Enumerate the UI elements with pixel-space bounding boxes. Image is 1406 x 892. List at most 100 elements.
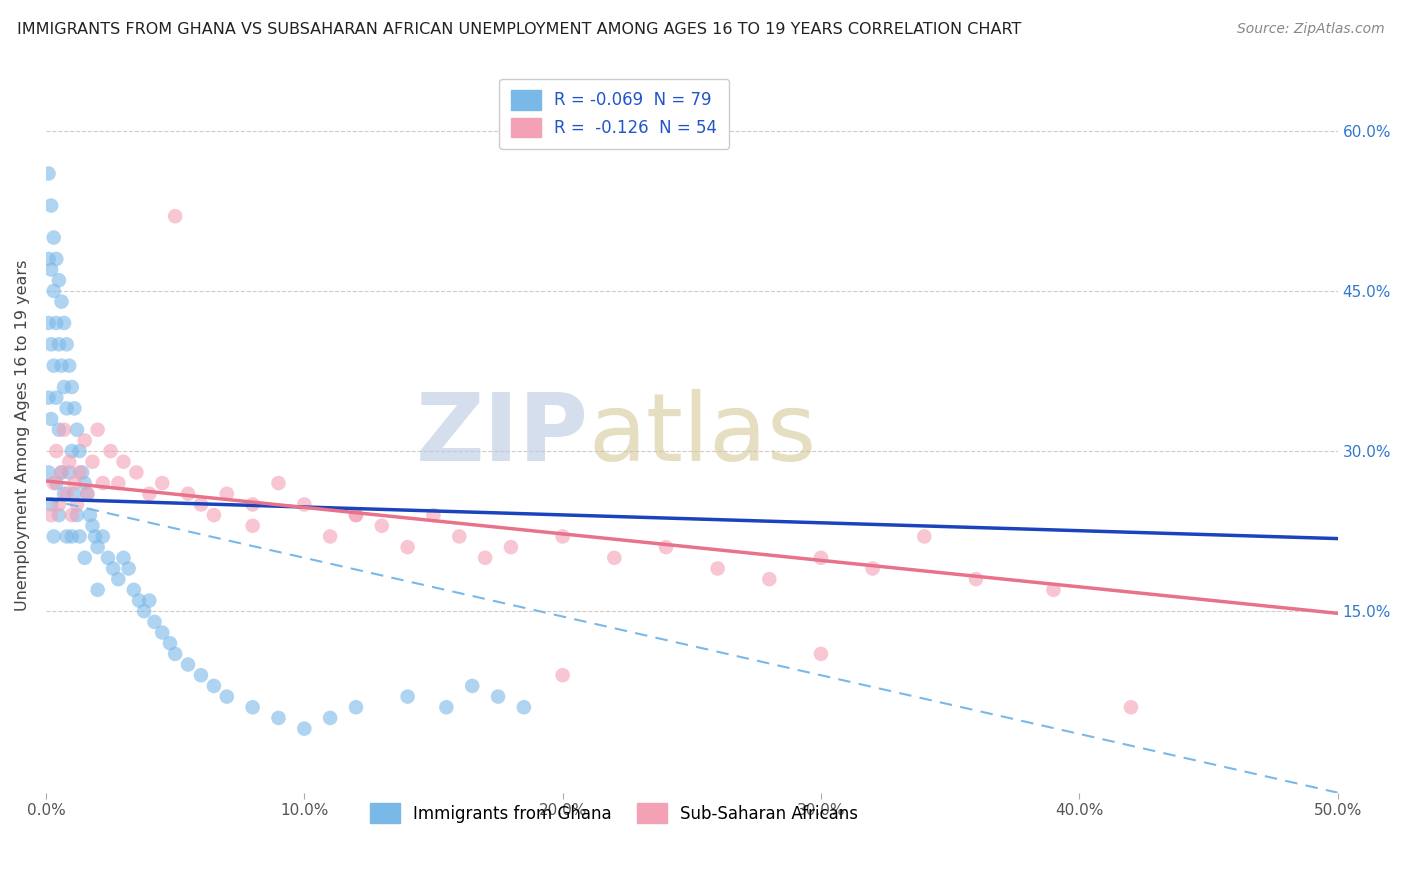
Point <box>603 550 626 565</box>
Point <box>63 487 86 501</box>
Point <box>242 498 264 512</box>
Point <box>138 487 160 501</box>
Point <box>396 690 419 704</box>
Point <box>242 518 264 533</box>
Point <box>143 615 166 629</box>
Point <box>45 391 67 405</box>
Point <box>48 273 70 287</box>
Point <box>319 711 342 725</box>
Point <box>73 550 96 565</box>
Point <box>100 444 122 458</box>
Point <box>267 476 290 491</box>
Point <box>758 572 780 586</box>
Point <box>1042 582 1064 597</box>
Point <box>53 316 76 330</box>
Point <box>51 359 73 373</box>
Text: Source: ZipAtlas.com: Source: ZipAtlas.com <box>1237 22 1385 37</box>
Point <box>107 476 129 491</box>
Point <box>177 487 200 501</box>
Point <box>58 359 80 373</box>
Point <box>215 690 238 704</box>
Point <box>53 380 76 394</box>
Point <box>91 529 114 543</box>
Point <box>38 252 60 266</box>
Point <box>48 337 70 351</box>
Point <box>177 657 200 672</box>
Point <box>344 508 367 522</box>
Point <box>39 198 62 212</box>
Point <box>84 529 107 543</box>
Point <box>138 593 160 607</box>
Point <box>551 529 574 543</box>
Point <box>292 498 315 512</box>
Point <box>82 518 104 533</box>
Point <box>107 572 129 586</box>
Point <box>48 423 70 437</box>
Point <box>202 679 225 693</box>
Point <box>82 455 104 469</box>
Point <box>551 668 574 682</box>
Point <box>66 498 89 512</box>
Point <box>122 582 145 597</box>
Point <box>42 230 65 244</box>
Text: atlas: atlas <box>589 389 817 481</box>
Point <box>449 529 471 543</box>
Point <box>39 337 62 351</box>
Point <box>319 529 342 543</box>
Point <box>55 401 77 416</box>
Point <box>165 209 187 223</box>
Point <box>1119 700 1142 714</box>
Point <box>48 498 70 512</box>
Point <box>39 498 62 512</box>
Point <box>202 508 225 522</box>
Point <box>267 711 290 725</box>
Point <box>55 487 77 501</box>
Point <box>112 550 135 565</box>
Point <box>73 476 96 491</box>
Point <box>292 722 315 736</box>
Point <box>51 466 73 480</box>
Point <box>499 540 522 554</box>
Point <box>42 359 65 373</box>
Point <box>190 498 212 512</box>
Point <box>97 550 120 565</box>
Point <box>53 423 76 437</box>
Point <box>76 487 98 501</box>
Point <box>42 529 65 543</box>
Point <box>60 508 83 522</box>
Point <box>125 466 148 480</box>
Point <box>70 466 93 480</box>
Point <box>461 679 484 693</box>
Point <box>134 604 156 618</box>
Y-axis label: Unemployment Among Ages 16 to 19 years: Unemployment Among Ages 16 to 19 years <box>15 260 30 611</box>
Legend: Immigrants from Ghana, Sub-Saharan Africans: Immigrants from Ghana, Sub-Saharan Afric… <box>359 792 870 834</box>
Point <box>91 476 114 491</box>
Point <box>101 561 124 575</box>
Point <box>165 647 187 661</box>
Point <box>55 529 77 543</box>
Point <box>810 550 832 565</box>
Point <box>486 690 509 704</box>
Point <box>45 252 67 266</box>
Point <box>396 540 419 554</box>
Point <box>150 476 173 491</box>
Point <box>706 561 728 575</box>
Point <box>69 529 91 543</box>
Point <box>39 262 62 277</box>
Point <box>371 518 394 533</box>
Point <box>58 466 80 480</box>
Point <box>86 423 108 437</box>
Point <box>344 700 367 714</box>
Point <box>474 550 496 565</box>
Point <box>38 391 60 405</box>
Point <box>73 434 96 448</box>
Point <box>215 487 238 501</box>
Point <box>422 508 444 522</box>
Point <box>60 529 83 543</box>
Point <box>45 476 67 491</box>
Point <box>862 561 884 575</box>
Point <box>117 561 139 575</box>
Point <box>159 636 181 650</box>
Point <box>60 444 83 458</box>
Point <box>38 167 60 181</box>
